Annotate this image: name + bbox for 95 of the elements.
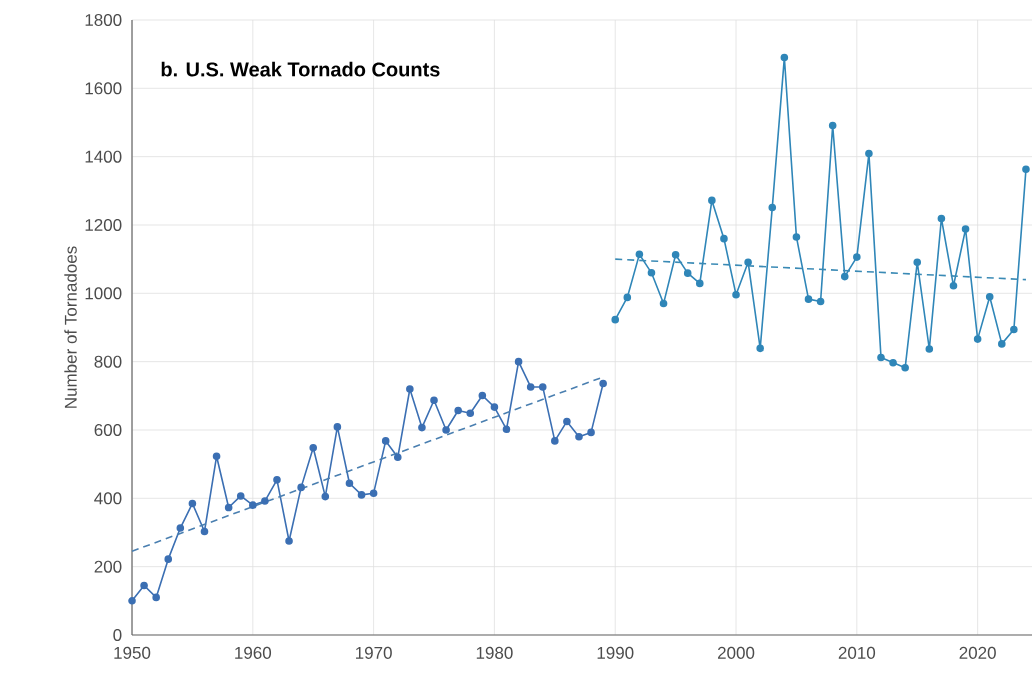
point <box>309 443 318 452</box>
point <box>128 597 136 605</box>
point <box>853 253 861 261</box>
point <box>261 497 269 505</box>
point <box>635 250 644 259</box>
point <box>768 203 777 212</box>
point <box>321 492 330 501</box>
point <box>937 214 946 223</box>
y-tick-label: 800 <box>94 355 122 368</box>
point <box>889 358 897 367</box>
point <box>273 476 281 484</box>
point <box>140 581 148 590</box>
point <box>816 297 825 306</box>
point <box>369 489 378 497</box>
point <box>478 391 487 400</box>
y-tick-label: 200 <box>94 560 122 573</box>
point <box>357 491 366 499</box>
point <box>913 258 922 267</box>
x-tick-label: 1950 <box>114 646 151 659</box>
point <box>563 417 571 426</box>
point <box>925 345 934 353</box>
x-tick-label: 2010 <box>838 646 876 659</box>
point <box>671 250 680 259</box>
point <box>780 53 789 62</box>
y-tick-label: 1000 <box>85 287 122 300</box>
point <box>526 383 535 391</box>
point <box>454 406 462 415</box>
point <box>466 409 475 418</box>
point <box>514 357 523 366</box>
point <box>188 499 197 508</box>
point <box>973 335 982 343</box>
point <box>744 258 752 267</box>
x-tick-label: 2020 <box>959 646 996 659</box>
point <box>647 269 656 277</box>
y-tick-label: 1600 <box>85 82 122 95</box>
point <box>877 353 885 362</box>
point <box>695 279 704 288</box>
point <box>297 483 305 492</box>
point <box>587 428 595 437</box>
text: b. U.S. Weak Tornado Counts <box>161 61 440 77</box>
x-tick-label: 2000 <box>717 646 755 659</box>
point <box>865 149 873 158</box>
point <box>393 453 402 462</box>
point <box>502 425 511 434</box>
point <box>840 272 849 281</box>
x-tick-label: 1960 <box>235 646 272 659</box>
point <box>152 593 160 602</box>
point <box>418 423 426 432</box>
point <box>708 196 716 205</box>
point <box>333 423 342 431</box>
y-tick-label: 400 <box>94 492 122 505</box>
point <box>442 426 450 434</box>
x-tick-label: 1980 <box>476 646 513 659</box>
point <box>538 383 547 391</box>
point <box>901 364 909 372</box>
point <box>792 233 801 241</box>
point <box>599 379 607 388</box>
y-tick-label: 1400 <box>85 150 122 163</box>
y-axis-title: Number of Tornadoes <box>64 246 77 408</box>
point <box>961 225 970 233</box>
point <box>1022 165 1030 174</box>
point <box>1010 325 1018 334</box>
x-tick-label: 1970 <box>356 646 392 659</box>
point <box>345 479 354 488</box>
point <box>985 292 994 301</box>
y-tick-label: 1800 <box>85 13 122 27</box>
x-tick-label: 1990 <box>597 646 634 659</box>
y-tick-label: 0 <box>113 628 122 642</box>
point <box>200 527 209 536</box>
point <box>720 234 728 243</box>
point <box>611 315 620 324</box>
point <box>575 433 583 441</box>
point <box>756 344 764 353</box>
point <box>285 537 293 545</box>
point <box>949 282 958 290</box>
point <box>828 121 837 130</box>
point <box>732 290 740 299</box>
point <box>381 437 390 445</box>
point <box>249 501 257 509</box>
point <box>551 437 559 445</box>
point <box>804 295 813 303</box>
point <box>164 555 173 563</box>
point <box>212 452 221 461</box>
y-tick-label: 1200 <box>85 218 122 232</box>
point <box>490 403 499 411</box>
point <box>998 340 1006 348</box>
point <box>176 524 185 532</box>
point <box>623 293 632 302</box>
point <box>659 299 668 308</box>
point <box>224 503 233 512</box>
y-tick-label: 600 <box>94 423 122 437</box>
point <box>406 385 414 393</box>
point <box>683 269 692 277</box>
point <box>236 492 245 500</box>
point <box>430 396 438 405</box>
